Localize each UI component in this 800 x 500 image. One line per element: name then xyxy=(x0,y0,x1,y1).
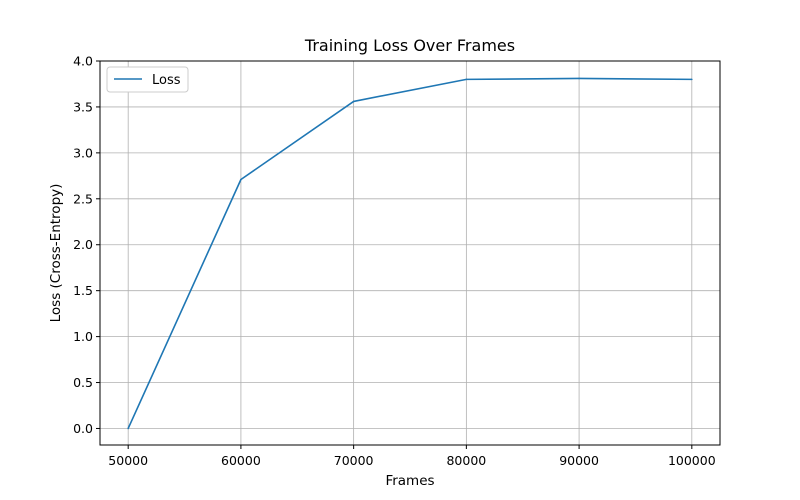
y-tick-label: 4.0 xyxy=(73,54,93,69)
y-tick-label: 3.0 xyxy=(73,145,93,160)
series-layer xyxy=(127,77,693,430)
x-tick-label: 90000 xyxy=(559,453,599,468)
x-tick-label: 50000 xyxy=(108,453,148,468)
series-line-loss xyxy=(127,77,692,429)
y-tick-label: 0.5 xyxy=(73,375,93,390)
x-axis-ticks: 50000 60000 70000 80000 90000 100000 xyxy=(108,445,716,468)
y-axis-ticks: 0.0 0.5 1.0 1.5 2.0 2.5 3.0 3.5 4.0 xyxy=(73,54,100,436)
y-tick-label: 1.5 xyxy=(73,283,93,298)
x-tick-label: 80000 xyxy=(446,453,486,468)
y-tick-label: 2.0 xyxy=(73,237,93,252)
x-tick-label: 60000 xyxy=(221,453,261,468)
data-point xyxy=(578,77,580,80)
data-point xyxy=(352,100,355,103)
y-tick-label: 0.0 xyxy=(73,421,93,436)
y-axis-title: Loss (Cross-Entropy) xyxy=(48,184,64,323)
legend-label-loss: Loss xyxy=(152,73,181,88)
legend-box xyxy=(106,66,189,93)
x-tick-label: 100000 xyxy=(668,453,716,468)
data-point xyxy=(127,427,129,430)
y-tick-label: 2.5 xyxy=(73,191,93,206)
y-tick-label: 3.5 xyxy=(73,99,93,114)
data-point xyxy=(691,78,693,81)
y-tick-label: 1.0 xyxy=(73,329,93,344)
x-tick-label: 70000 xyxy=(334,453,374,468)
data-point xyxy=(240,178,242,181)
data-point xyxy=(465,78,468,81)
chart-title: Training Loss Over Frames xyxy=(304,36,515,55)
grid-lines xyxy=(100,60,720,445)
legend: Loss xyxy=(106,66,189,93)
plot-frame xyxy=(99,60,721,446)
x-axis-title: Frames xyxy=(385,473,434,489)
